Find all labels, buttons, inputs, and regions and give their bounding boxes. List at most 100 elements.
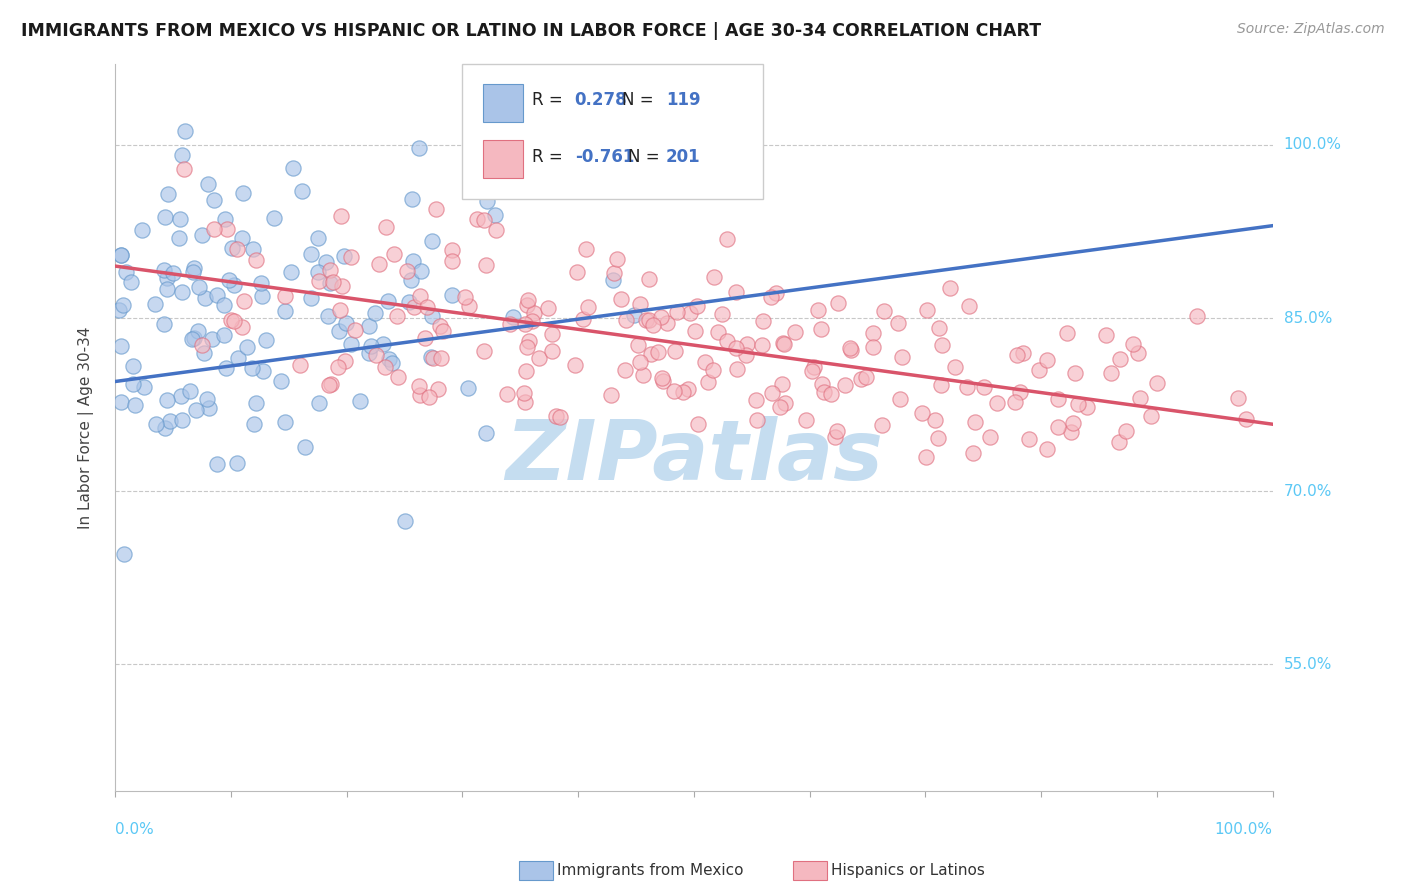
- Point: [360, 339, 382, 353]
- Point: [215, 222, 238, 236]
- Point: [357, 318, 380, 333]
- Point: [1036, 442, 1059, 457]
- Point: [359, 345, 381, 359]
- Point: [153, 210, 176, 224]
- Point: [1036, 353, 1059, 368]
- Point: [252, 364, 274, 378]
- Point: [475, 425, 498, 440]
- Point: [162, 266, 184, 280]
- Point: [928, 320, 950, 334]
- Point: [240, 360, 263, 375]
- Point: [245, 252, 267, 267]
- Point: [917, 303, 939, 318]
- Point: [1094, 328, 1116, 343]
- Point: [202, 193, 225, 207]
- Point: [215, 360, 238, 375]
- Point: [628, 297, 651, 311]
- Point: [515, 394, 537, 409]
- Point: [153, 317, 176, 331]
- Point: [541, 327, 564, 342]
- Point: [679, 305, 702, 319]
- Point: [440, 243, 463, 257]
- Text: N =: N =: [628, 148, 665, 166]
- Point: [250, 276, 273, 290]
- Point: [232, 293, 254, 308]
- Point: [939, 281, 962, 295]
- Point: [440, 254, 463, 268]
- Point: [121, 376, 143, 391]
- Point: [751, 337, 773, 351]
- Point: [194, 291, 217, 305]
- Point: [124, 398, 146, 412]
- Point: [299, 247, 322, 261]
- Point: [484, 208, 506, 222]
- Point: [520, 314, 543, 328]
- Point: [688, 417, 710, 431]
- Point: [887, 316, 910, 330]
- Point: [145, 417, 167, 431]
- Point: [198, 401, 221, 416]
- Point: [143, 297, 166, 311]
- Point: [827, 296, 849, 310]
- Point: [610, 292, 633, 306]
- Text: Immigrants from Mexico: Immigrants from Mexico: [557, 863, 744, 878]
- Point: [891, 350, 914, 364]
- Point: [349, 394, 371, 409]
- Point: [385, 309, 408, 323]
- Point: [641, 318, 664, 333]
- Point: [413, 331, 436, 345]
- Point: [1060, 425, 1083, 439]
- Point: [399, 273, 422, 287]
- Point: [785, 325, 807, 339]
- Point: [1004, 394, 1026, 409]
- Point: [1126, 346, 1149, 360]
- Point: [765, 286, 787, 301]
- Point: [207, 458, 229, 472]
- Point: [707, 325, 730, 339]
- Point: [700, 165, 723, 179]
- Point: [193, 346, 215, 360]
- Point: [914, 450, 936, 464]
- Point: [1046, 420, 1069, 434]
- FancyBboxPatch shape: [484, 84, 523, 121]
- Point: [636, 312, 658, 326]
- Point: [516, 340, 538, 354]
- Point: [183, 265, 205, 279]
- Point: [474, 258, 496, 272]
- Point: [773, 395, 796, 409]
- Point: [378, 352, 401, 367]
- Point: [394, 514, 416, 528]
- Point: [134, 380, 156, 394]
- Point: [602, 273, 624, 287]
- Point: [172, 285, 194, 299]
- Point: [716, 231, 738, 245]
- Point: [367, 257, 389, 271]
- Point: [212, 328, 235, 343]
- Point: [308, 396, 330, 410]
- Point: [575, 242, 598, 256]
- Point: [179, 384, 201, 398]
- Point: [638, 313, 661, 327]
- Point: [250, 289, 273, 303]
- Point: [870, 417, 893, 432]
- Point: [759, 291, 782, 305]
- Point: [221, 240, 243, 254]
- Point: [727, 362, 749, 376]
- Point: [319, 277, 342, 291]
- Point: [657, 316, 679, 330]
- Point: [651, 371, 673, 385]
- Point: [418, 390, 440, 404]
- Point: [807, 303, 830, 318]
- Point: [373, 337, 395, 351]
- Point: [516, 293, 538, 308]
- Point: [409, 289, 432, 303]
- Point: [499, 317, 522, 331]
- Point: [927, 431, 949, 445]
- Text: 0.0%: 0.0%: [115, 822, 153, 837]
- Point: [965, 415, 987, 429]
- Point: [1011, 346, 1033, 360]
- Point: [770, 377, 793, 392]
- Point: [236, 340, 259, 354]
- Point: [411, 264, 433, 278]
- Point: [862, 326, 884, 341]
